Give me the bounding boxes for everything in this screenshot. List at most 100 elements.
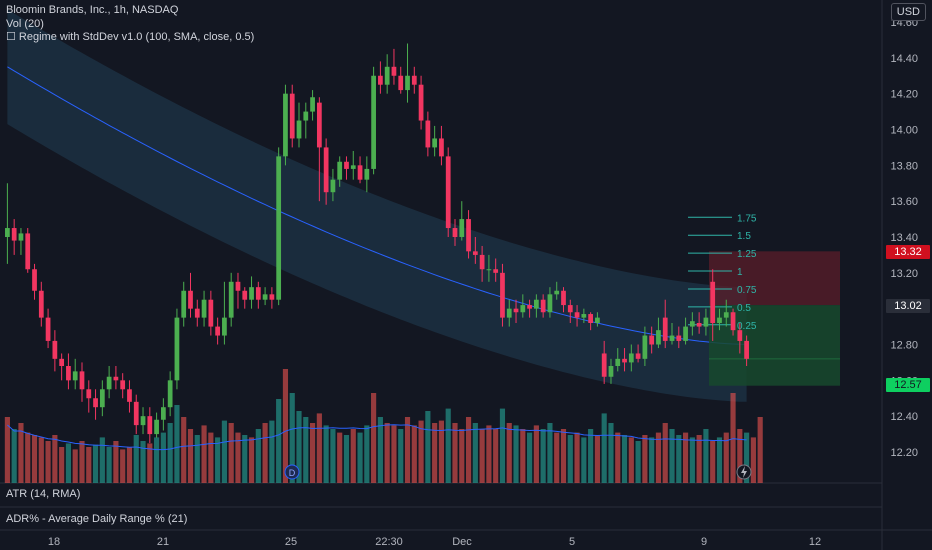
time-tick-label: 9 [701, 536, 707, 548]
volume-bar [465, 417, 472, 483]
volume-bar [25, 432, 31, 483]
candle-body [452, 228, 458, 237]
candle-body [5, 228, 10, 237]
volume-bar [167, 423, 173, 483]
volume-bar [621, 435, 628, 483]
volume-bar [506, 423, 512, 483]
volume-bar [357, 432, 363, 483]
candle-body [262, 294, 268, 300]
candle-body [513, 308, 519, 313]
volume-bar [649, 437, 655, 483]
candle-body [405, 75, 410, 91]
volume-bar [472, 423, 478, 483]
currency-button[interactable]: USD [890, 3, 926, 21]
candle-body [567, 305, 573, 313]
candle-body [622, 358, 627, 363]
candle-body [113, 376, 119, 381]
candle-body [669, 335, 675, 341]
price-tick-label: 13.60 [890, 196, 918, 208]
candle-body [18, 233, 24, 241]
volume-bar [350, 429, 356, 483]
candle-body [289, 93, 295, 139]
adr-pane-label[interactable]: ADR% - Average Daily Range % (21) [6, 513, 188, 525]
volume-bar [418, 420, 424, 483]
candle-body [574, 312, 580, 318]
atr-pane-label[interactable]: ATR (14, RMA) [6, 488, 81, 500]
volume-bar [560, 429, 567, 483]
volume-bar [628, 437, 634, 483]
candle-body [283, 93, 288, 157]
volume-bar [303, 417, 309, 483]
candle-body [500, 272, 505, 318]
volume-bar [330, 429, 336, 483]
volume-bar [248, 437, 255, 483]
volume-bar [59, 447, 65, 483]
candle-body [683, 326, 688, 341]
volume-bar [86, 447, 92, 483]
candle-body [208, 299, 214, 327]
time-tick-label: 22:30 [375, 536, 403, 548]
volume-legend[interactable]: Vol (20) [6, 18, 44, 30]
fib-label: 1.5 [737, 231, 751, 242]
volume-bar [126, 447, 133, 483]
candle-body [676, 335, 682, 341]
candle-body [717, 317, 722, 323]
candle-body [154, 419, 159, 435]
volume-bar [540, 429, 546, 483]
volume-bar [588, 429, 594, 483]
candle-body [72, 371, 78, 381]
volume-bar [174, 405, 180, 483]
candle-body [52, 340, 58, 359]
candle-body [106, 376, 112, 390]
volume-bar [235, 432, 241, 483]
volume-bar [384, 423, 390, 483]
volume-bar [296, 411, 302, 483]
sma-line [7, 66, 747, 345]
price-tick-label: 12.80 [890, 340, 918, 352]
volume-bar [404, 417, 411, 483]
volume-bar [364, 425, 370, 483]
candle-body [445, 156, 451, 229]
candle-body [66, 366, 71, 381]
target-price-tag: 12.57 [886, 378, 930, 392]
candle-body [649, 335, 655, 345]
volume-bar [486, 425, 492, 483]
candle-body [133, 401, 139, 426]
volume-bar [696, 435, 702, 483]
flash-glyph [741, 466, 747, 478]
volume-bar [601, 413, 607, 483]
volume-bar [45, 441, 51, 483]
volume-bar [533, 425, 539, 483]
candle-body [86, 389, 92, 399]
candle-body [371, 75, 376, 169]
volume-bar [11, 429, 17, 483]
candle-body [411, 75, 417, 85]
time-tick-label: 12 [809, 536, 821, 548]
candle-body [344, 161, 349, 169]
volume-bar [682, 432, 689, 483]
indicator-legend[interactable]: ☐ Regime with StdDev v1.0 (100, SMA, clo… [6, 31, 255, 43]
candle-body [222, 317, 227, 336]
volume-bar [65, 443, 72, 483]
volume-bar [757, 417, 763, 483]
price-tick-label: 13.80 [890, 160, 918, 172]
volume-bar [228, 423, 234, 483]
candle-body [439, 138, 444, 157]
volume-bar [221, 420, 227, 483]
candle-body [99, 389, 105, 408]
price-tick-label: 13.40 [890, 232, 918, 244]
candle-body [296, 120, 302, 139]
candle-body [723, 312, 729, 318]
volume-bar [411, 425, 417, 483]
candle-body [527, 305, 532, 309]
price-tick-label: 14.00 [890, 125, 918, 137]
volume-bar [309, 423, 316, 483]
volume-bar [92, 444, 99, 483]
volume-bar [452, 423, 458, 483]
candle-body [330, 179, 336, 193]
chart-title: Bloomin Brands, Inc., 1h, NASDAQ [6, 4, 179, 16]
fib-label: 1.25 [737, 249, 757, 260]
candle-body [201, 299, 207, 318]
candle-body [520, 305, 526, 313]
